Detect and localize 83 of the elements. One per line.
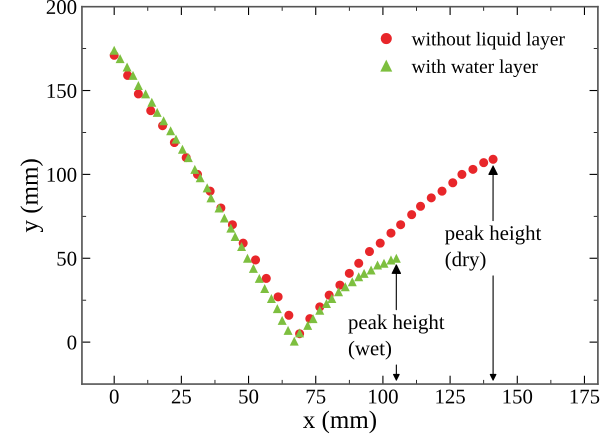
point <box>260 284 270 293</box>
point <box>303 320 312 330</box>
point <box>322 299 331 308</box>
point <box>248 264 258 273</box>
point <box>254 274 264 283</box>
point <box>284 326 293 335</box>
point <box>206 193 216 202</box>
point <box>178 144 187 154</box>
point <box>190 164 200 174</box>
point <box>488 154 498 164</box>
point <box>386 228 396 238</box>
point <box>230 232 240 241</box>
point <box>340 282 350 292</box>
point <box>468 164 478 174</box>
point <box>134 80 143 90</box>
point <box>366 266 376 274</box>
point <box>315 306 324 315</box>
x-tick-label: 25 <box>172 390 191 404</box>
point <box>278 316 287 325</box>
point <box>290 336 299 346</box>
point <box>479 158 488 168</box>
y-tick-label: 200 <box>46 0 76 14</box>
x-axis-title: x (mm) <box>302 410 376 434</box>
y-tick-label: 150 <box>48 84 76 98</box>
point <box>141 89 150 98</box>
point <box>116 54 125 64</box>
point <box>335 280 344 290</box>
x-tick-label: 125 <box>436 390 465 404</box>
x-tick-label: 175 <box>570 390 600 404</box>
point <box>237 242 246 252</box>
point <box>166 126 176 136</box>
point <box>251 255 260 264</box>
point <box>376 238 385 248</box>
point <box>348 277 357 286</box>
point <box>122 62 132 72</box>
y-tick-label: 0 <box>67 336 76 350</box>
point <box>196 173 205 182</box>
point <box>266 294 276 304</box>
point <box>334 287 344 296</box>
point <box>396 220 406 230</box>
x-tick-label: 50 <box>239 390 258 404</box>
point <box>202 183 212 192</box>
point <box>262 274 271 283</box>
point <box>379 258 388 268</box>
point <box>354 272 364 282</box>
point <box>274 292 283 302</box>
annotation: peak height (dry) <box>445 225 542 271</box>
x-tick-label: 100 <box>369 390 398 404</box>
annotation: peak height (wet) <box>348 314 444 360</box>
point <box>134 89 143 98</box>
point <box>128 70 138 80</box>
legend-label: with water layer <box>412 59 538 78</box>
point <box>354 258 364 268</box>
point <box>344 268 354 278</box>
x-tick-label: 0 <box>110 390 119 404</box>
point <box>426 193 436 202</box>
point <box>242 254 252 263</box>
point <box>172 134 180 144</box>
point <box>373 260 382 270</box>
point <box>407 210 416 220</box>
point <box>220 214 229 223</box>
x-tick-label: 75 <box>306 390 326 404</box>
point <box>448 178 458 188</box>
point <box>147 98 156 107</box>
legend-label: without liquid layer <box>412 32 565 50</box>
y-tick-label: 50 <box>57 252 76 266</box>
x-tick-label: 150 <box>503 390 532 404</box>
point <box>152 108 162 117</box>
point <box>308 314 318 324</box>
point <box>360 268 369 278</box>
point <box>110 46 119 55</box>
point <box>416 202 426 211</box>
point <box>159 116 168 126</box>
point <box>364 247 374 256</box>
point <box>226 224 236 233</box>
point <box>146 106 156 116</box>
point <box>438 186 447 196</box>
point <box>272 304 282 314</box>
y-tick-label: 100 <box>48 168 76 182</box>
point <box>284 310 294 320</box>
y-axis-title: y (mm) <box>20 159 44 232</box>
point <box>457 170 466 179</box>
point <box>327 294 336 304</box>
